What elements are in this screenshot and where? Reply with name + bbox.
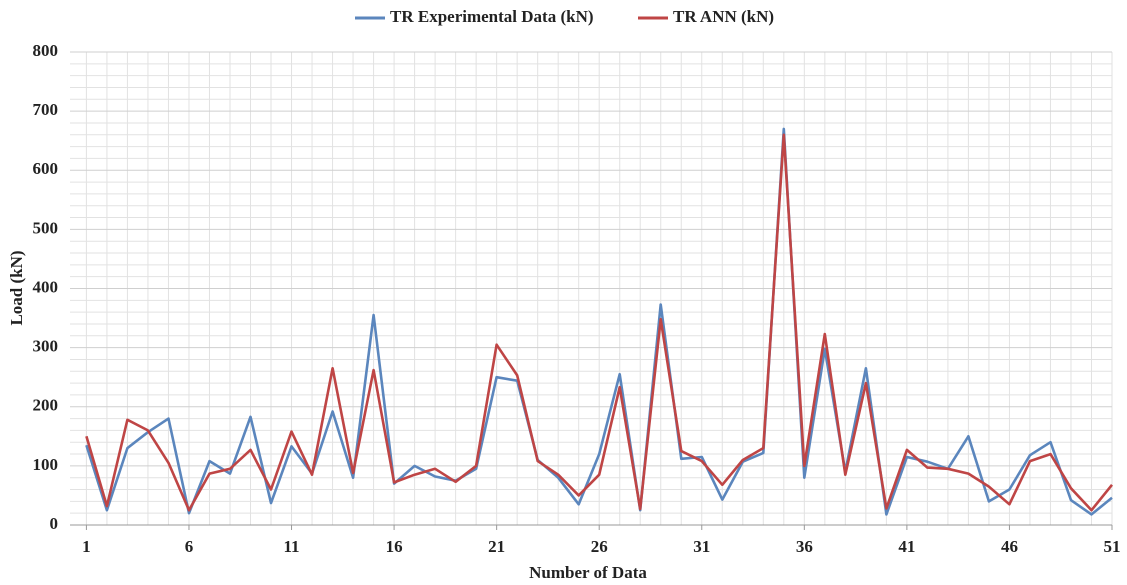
legend-label: TR ANN (kN) [673, 7, 774, 26]
y-tick-label: 600 [33, 159, 59, 178]
y-tick-label: 0 [50, 514, 59, 533]
series-line [85, 133, 1114, 512]
y-tick-label: 400 [33, 277, 59, 296]
legend-label: TR Experimental Data (kN) [390, 7, 594, 26]
x-tick-label: 11 [283, 537, 299, 556]
x-axis-title: Number of Data [529, 563, 647, 582]
y-tick-label: 200 [33, 396, 59, 415]
y-tick-label: 500 [33, 218, 59, 237]
x-tick-label: 36 [796, 537, 813, 556]
series-line [85, 127, 1113, 516]
x-tick-label: 26 [591, 537, 608, 556]
y-tick-label: 100 [33, 455, 59, 474]
x-tick-label: 51 [1104, 537, 1121, 556]
y-tick-label: 700 [33, 100, 59, 119]
x-tick-label: 41 [898, 537, 915, 556]
x-tick-label: 16 [386, 537, 403, 556]
x-tick-label: 21 [488, 537, 505, 556]
y-axis-title: Load (kN) [7, 250, 26, 325]
x-tick-label: 1 [82, 537, 91, 556]
y-tick-label: 300 [33, 337, 59, 356]
x-tick-label: 31 [693, 537, 710, 556]
x-tick-label: 6 [185, 537, 194, 556]
x-tick-label: 46 [1001, 537, 1018, 556]
y-tick-label: 800 [33, 41, 59, 60]
